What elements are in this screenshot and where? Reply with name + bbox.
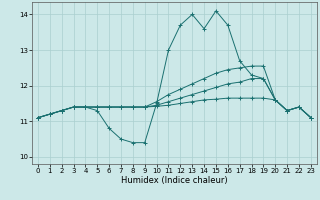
X-axis label: Humidex (Indice chaleur): Humidex (Indice chaleur) (121, 176, 228, 185)
